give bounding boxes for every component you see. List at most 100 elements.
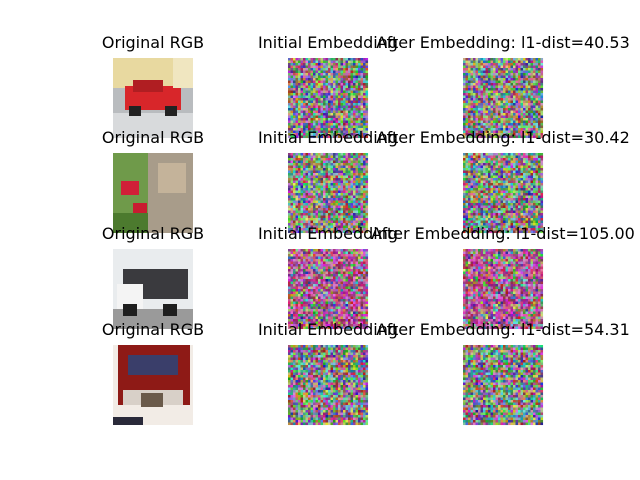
pixel: [520, 180, 524, 184]
pixel: [325, 314, 329, 317]
pixel: [343, 175, 346, 179]
pixel: [533, 170, 536, 174]
pixel: [290, 264, 294, 267]
pixel: [523, 220, 526, 224]
pixel: [345, 185, 349, 189]
pixel: [308, 309, 311, 312]
pixel: [475, 200, 479, 204]
pixel: [310, 281, 314, 285]
pixel: [515, 218, 519, 221]
pixel: [323, 301, 326, 305]
pixel: [310, 203, 314, 206]
pixel: [333, 90, 336, 94]
pixel: [348, 218, 351, 221]
pixel: [483, 113, 486, 116]
pixel: [520, 115, 524, 119]
pixel: [300, 289, 304, 292]
pixel: [353, 95, 356, 99]
pixel: [530, 213, 534, 216]
pixel: [355, 170, 359, 174]
pixel: [355, 155, 359, 159]
pixel: [330, 133, 334, 136]
pixel: [335, 108, 339, 111]
pixel: [315, 165, 319, 169]
pixel: [290, 225, 294, 229]
pixel: [493, 65, 496, 69]
pixel: [478, 193, 481, 196]
pixel: [365, 98, 369, 101]
pixel: [315, 301, 319, 305]
pixel: [290, 220, 294, 224]
pixel: [353, 269, 356, 272]
pixel: [293, 120, 296, 124]
pixel: [465, 160, 469, 164]
pixel: [363, 213, 366, 216]
pixel: [463, 228, 466, 231]
pixel: [520, 190, 524, 194]
pixel: [308, 296, 311, 300]
pixel: [505, 203, 509, 206]
pixel: [335, 228, 339, 231]
pixel: [495, 125, 499, 129]
pixel: [488, 220, 491, 224]
pixel: [288, 228, 291, 231]
pixel: [323, 120, 326, 124]
pixel: [520, 193, 524, 196]
pixel: [305, 108, 309, 111]
pixel: [483, 105, 486, 109]
pixel: [525, 230, 529, 234]
pixel: [513, 80, 516, 84]
pixel: [340, 259, 344, 262]
pixel: [303, 63, 306, 66]
pixel: [470, 63, 474, 66]
pixel: [295, 309, 299, 312]
pixel: [330, 175, 334, 179]
pixel: [520, 230, 524, 234]
pixel: [355, 90, 359, 94]
pixel: [513, 108, 516, 111]
pixel: [465, 105, 469, 109]
pixel: [363, 281, 366, 285]
pixel: [320, 78, 324, 81]
pixel: [468, 90, 471, 94]
pixel: [525, 223, 529, 226]
pixel: [333, 266, 336, 270]
pixel: [315, 128, 319, 131]
pixel: [320, 175, 324, 179]
pixel: [315, 120, 319, 124]
pixel: [538, 180, 541, 184]
pixel: [540, 163, 544, 166]
pixel: [313, 314, 316, 317]
pixel: [465, 65, 469, 69]
pixel: [528, 228, 531, 231]
pixel: [325, 210, 329, 214]
pixel: [298, 125, 301, 129]
pixel: [358, 198, 361, 201]
pixel: [533, 80, 536, 84]
pixel: [310, 60, 314, 64]
pixel: [310, 228, 314, 231]
pixel: [295, 75, 299, 79]
pixel: [475, 135, 479, 139]
pixel: [350, 95, 354, 99]
pixel: [318, 85, 321, 89]
pixel: [323, 314, 326, 317]
pixel: [288, 185, 291, 189]
pixel: [290, 289, 294, 292]
pixel: [330, 205, 334, 209]
pixel: [305, 103, 309, 106]
pixel: [365, 256, 369, 260]
pixel: [340, 98, 344, 101]
pixel: [335, 178, 339, 181]
pixel: [515, 203, 519, 206]
pixel: [288, 215, 291, 219]
pixel: [293, 98, 296, 101]
pixel: [505, 193, 509, 196]
pixel: [470, 118, 474, 121]
pixel: [530, 173, 534, 176]
pixel: [298, 185, 301, 189]
pixel: [303, 220, 306, 224]
pixel: [350, 133, 354, 136]
pixel: [288, 296, 291, 300]
pixel: [315, 210, 319, 214]
